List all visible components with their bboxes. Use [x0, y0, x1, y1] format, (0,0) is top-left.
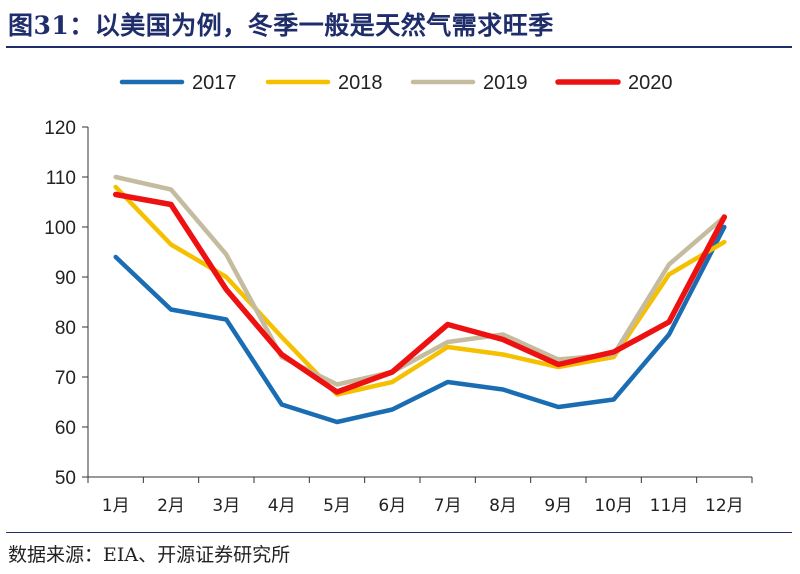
series-line-2017: [113, 224, 727, 425]
legend-label-2018: 2018: [338, 72, 383, 94]
legend-label-2019: 2019: [483, 72, 528, 94]
legend: 2017 2018 2019 2020: [119, 72, 673, 94]
y-tick-label: 50: [55, 468, 76, 489]
x-tick-label: 3月: [212, 496, 240, 516]
legend-label-2017: 2017: [192, 72, 237, 94]
x-tick-label: 1月: [102, 496, 130, 516]
legend-label-2020: 2020: [628, 72, 673, 94]
y-tick-label: 110: [46, 168, 76, 189]
figure-title: 图31：以美国为例，冬季一般是天然气需求旺季: [8, 11, 554, 40]
y-axis: 50 60 70 80 90 100 110 120: [44, 118, 89, 489]
series-line-2019: [113, 174, 727, 387]
x-tick-label: 2月: [157, 496, 185, 516]
y-tick-label: 120: [44, 118, 76, 139]
series-line-2018: [113, 184, 727, 397]
title-divider: [6, 46, 792, 48]
plot-area: [112, 174, 728, 425]
x-axis: 1月 2月 3月 4月 5月 6月 7月 8月 9月 10月 11月 12月: [87, 476, 753, 516]
data-source-note: 数据来源：EIA、开源证券研究所: [8, 544, 291, 566]
x-tick-label: 6月: [378, 496, 406, 516]
x-tick-label: 8月: [489, 496, 517, 516]
y-tick-label: 60: [55, 418, 76, 439]
x-tick-label: 4月: [268, 496, 296, 516]
y-tick-label: 80: [55, 318, 76, 339]
y-tick-label: 100: [44, 218, 76, 239]
x-tick-label: 9月: [544, 496, 572, 516]
x-tick-label: 11月: [650, 496, 689, 516]
x-tick-label: 12月: [705, 496, 744, 516]
y-tick-label: 90: [55, 268, 76, 289]
series-line-2020: [112, 191, 728, 395]
footer-divider: [6, 532, 792, 533]
x-tick-label: 5月: [323, 496, 351, 516]
y-tick-label: 70: [55, 368, 76, 389]
x-tick-label: 7月: [434, 496, 462, 516]
x-tick-label: 10月: [594, 496, 633, 516]
